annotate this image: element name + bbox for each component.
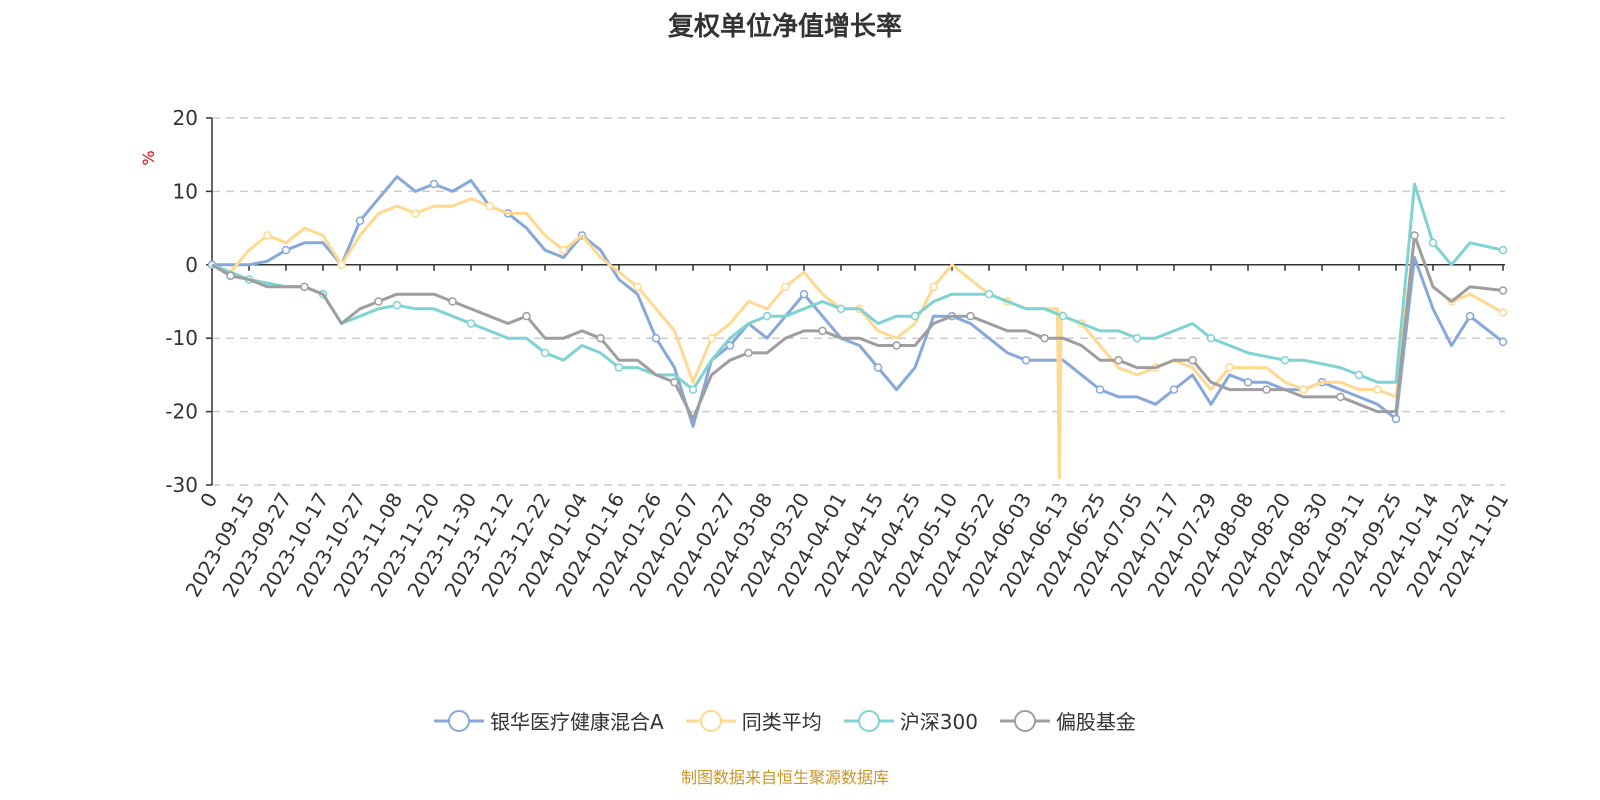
data-point xyxy=(411,209,420,218)
data-point xyxy=(966,311,975,321)
data-point xyxy=(984,289,994,299)
y-axis-label: % xyxy=(139,150,158,165)
data-point xyxy=(1132,333,1142,343)
data-point xyxy=(1169,385,1179,394)
data-point xyxy=(633,282,642,292)
legend-item[interactable]: 沪深300 xyxy=(843,706,978,735)
data-point xyxy=(836,304,846,314)
data-point xyxy=(1095,385,1105,394)
data-point xyxy=(1373,385,1382,394)
data-point xyxy=(614,363,624,372)
legend-label: 银华医疗健康混合A xyxy=(490,710,664,734)
data-point xyxy=(1465,311,1475,321)
legend-label: 同类平均 xyxy=(741,710,822,734)
data-point xyxy=(1498,308,1508,317)
chart-title: 复权单位净值增长率 xyxy=(667,12,902,42)
data-point xyxy=(1262,385,1271,394)
data-point xyxy=(910,311,920,321)
data-point xyxy=(263,231,272,240)
data-point xyxy=(559,245,568,255)
data-point xyxy=(1225,363,1234,372)
data-point xyxy=(392,300,402,310)
series-line-2 xyxy=(211,182,1504,392)
data-point xyxy=(1114,355,1123,365)
data-point xyxy=(1280,355,1290,365)
legend-item[interactable]: 银华医疗健康混合A xyxy=(434,706,664,735)
data-point xyxy=(522,311,531,321)
legend-marker-icon xyxy=(434,709,485,732)
legend-marker-icon xyxy=(999,709,1050,732)
data-point xyxy=(337,260,346,270)
data-point xyxy=(281,245,291,255)
data-point xyxy=(1428,238,1438,248)
data-point xyxy=(300,282,309,292)
legend-item[interactable]: 偏股基金 xyxy=(999,706,1136,735)
data-point xyxy=(781,282,790,292)
data-point xyxy=(448,297,457,306)
data-point xyxy=(707,333,716,343)
data-point xyxy=(651,333,661,343)
legend-label: 沪深300 xyxy=(899,710,978,734)
series-line-0 xyxy=(212,175,1504,428)
y-tick-label: 20 xyxy=(173,106,198,130)
data-point xyxy=(1040,333,1049,343)
legend: 银华医疗健康混合A 同类平均 沪深300 偏股基金 xyxy=(0,706,1570,735)
data-point xyxy=(429,179,439,189)
data-point xyxy=(466,319,476,328)
y-tick-label: 0 xyxy=(185,253,198,277)
series-line-3 xyxy=(211,233,1504,421)
legend-label: 偏股基金 xyxy=(1055,710,1136,734)
data-point xyxy=(818,326,827,336)
data-point xyxy=(226,271,235,281)
data-point xyxy=(1299,385,1308,394)
y-tick-label: -20 xyxy=(165,400,198,424)
data-point xyxy=(1498,245,1508,255)
data-point xyxy=(374,297,383,306)
y-tick-label: -30 xyxy=(165,473,198,497)
data-point xyxy=(355,216,365,226)
legend-marker-icon xyxy=(843,709,894,732)
legend-item[interactable]: 同类平均 xyxy=(685,706,822,735)
data-point xyxy=(744,348,753,358)
data-point xyxy=(929,282,938,292)
data-point xyxy=(873,363,883,372)
data-point xyxy=(1498,337,1508,347)
data-point xyxy=(1391,414,1401,424)
data-point xyxy=(1021,355,1031,365)
data-point xyxy=(540,348,550,358)
data-point xyxy=(688,385,698,394)
data-point xyxy=(1354,370,1364,380)
data-point xyxy=(1243,377,1253,387)
data-point xyxy=(485,201,494,211)
x-tick-label: 0 xyxy=(195,489,222,512)
data-point xyxy=(1188,355,1197,365)
data-point xyxy=(1336,392,1345,402)
y-tick-label: 10 xyxy=(173,179,198,203)
series-line-1 xyxy=(211,197,1504,480)
data-point xyxy=(799,289,809,299)
data-point xyxy=(1410,231,1419,240)
data-point xyxy=(670,377,679,387)
legend-marker-icon xyxy=(685,709,736,732)
data-point xyxy=(596,333,605,343)
data-point xyxy=(1058,311,1068,321)
data-point xyxy=(892,341,901,350)
data-point xyxy=(725,341,735,350)
y-tick-label: -10 xyxy=(165,326,198,350)
source-footer: 制图数据来自恒生聚源数据库 xyxy=(680,768,889,787)
data-point xyxy=(1498,286,1508,295)
data-point xyxy=(762,311,772,321)
data-point xyxy=(1206,333,1216,343)
